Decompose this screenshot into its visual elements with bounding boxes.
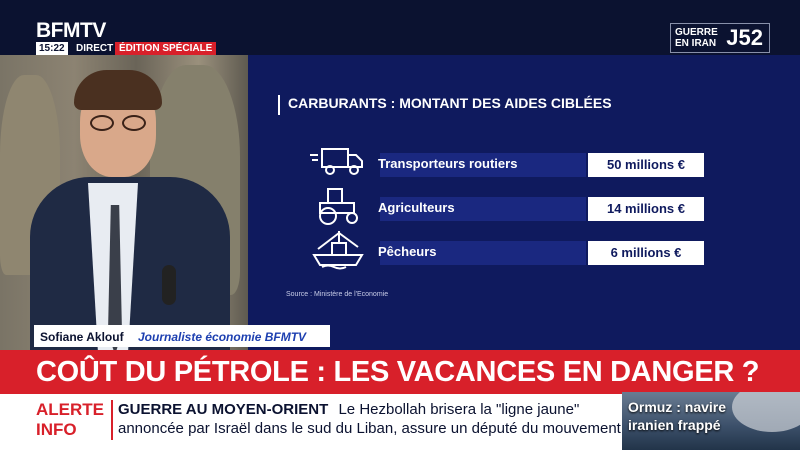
channel-logo: BFMTV: [36, 19, 106, 42]
headline-bar: COÛT DU PÉTROLE : LES VACANCES EN DANGER…: [0, 350, 800, 394]
aid-value: 6 millions €: [588, 241, 704, 265]
ticker-topic: GUERRE AU MOYEN-ORIENT: [118, 401, 329, 418]
ticker-line-2: annoncée par Israël dans le sud du Liban…: [118, 420, 626, 437]
infographic-panel: CARBURANTS : MONTANT DES AIDES CIBLÉES T…: [248, 55, 800, 350]
aid-value: 50 millions €: [588, 153, 704, 177]
aid-row: Pêcheurs 6 millions €: [308, 229, 704, 271]
headline: COÛT DU PÉTROLE : LES VACANCES EN DANGER…: [36, 356, 760, 388]
live-label: DIRECT: [73, 42, 117, 55]
edition-badge: ÉDITION SPÉCIALE: [115, 42, 217, 55]
aid-label: Pêcheurs: [378, 244, 437, 259]
speaker-caption: Sofiane Aklouf Journaliste économie BFMT…: [34, 325, 330, 347]
aid-row: Transporteurs routiers 50 millions €: [308, 141, 704, 183]
fishing-boat-icon: [312, 231, 364, 270]
aid-label: Agriculteurs: [378, 200, 455, 215]
microphone-icon: [162, 265, 176, 305]
aid-label: Transporteurs routiers: [378, 156, 518, 171]
promo-text: Ormuz : navire iranien frappé: [628, 399, 727, 433]
tie: [108, 205, 122, 350]
promo-thumbnail: Ormuz : navire iranien frappé: [622, 392, 800, 450]
infographic-title: CARBURANTS : MONTANT DES AIDES CIBLÉES: [278, 95, 612, 115]
top-bar: BFMTV 15:22 DIRECT ÉDITION SPÉCIALE GUER…: [0, 0, 800, 55]
tractor-icon: [319, 188, 358, 225]
ticker-line-1: GUERRE AU MOYEN-ORIENT Le Hezbollah bris…: [118, 401, 580, 418]
glasses: [90, 115, 150, 131]
aid-value: 14 millions €: [588, 197, 704, 221]
clock: 15:22: [36, 42, 68, 55]
war-badge-day: J52: [726, 25, 763, 50]
speaker-name: Sofiane Aklouf: [40, 330, 124, 344]
war-badge-text: GUERRE EN IRAN: [675, 27, 718, 49]
reporter-photo: [0, 55, 248, 350]
war-badge: GUERRE EN IRAN J52: [670, 23, 770, 53]
aid-row: Agriculteurs 14 millions €: [308, 185, 704, 227]
source-note: Source : Ministère de l'Economie: [286, 291, 389, 298]
truck-icon: [310, 148, 363, 175]
speaker-role: Journaliste économie BFMTV: [138, 330, 307, 344]
alert-label: ALERTE INFO: [36, 400, 104, 439]
